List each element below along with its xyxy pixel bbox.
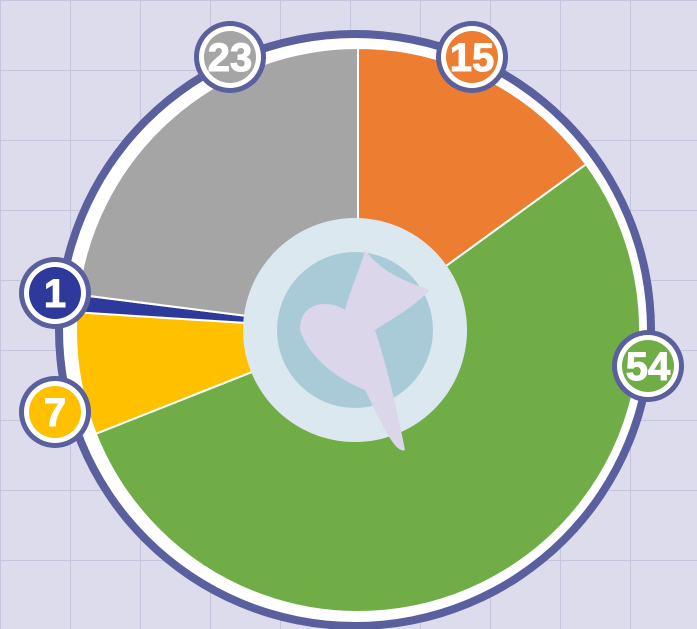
badges: 15 54 7 1 23 bbox=[19, 21, 684, 448]
bird-icon bbox=[300, 250, 430, 451]
data-label: 54 bbox=[626, 345, 671, 389]
badge bbox=[622, 340, 674, 392]
data-label: 15 bbox=[450, 36, 495, 80]
badge bbox=[446, 31, 498, 83]
badge bbox=[29, 267, 81, 319]
badge bbox=[29, 386, 81, 438]
data-label: 1 bbox=[44, 272, 66, 316]
data-label: 23 bbox=[208, 36, 253, 80]
badge bbox=[204, 31, 256, 83]
data-label: 7 bbox=[44, 391, 66, 435]
